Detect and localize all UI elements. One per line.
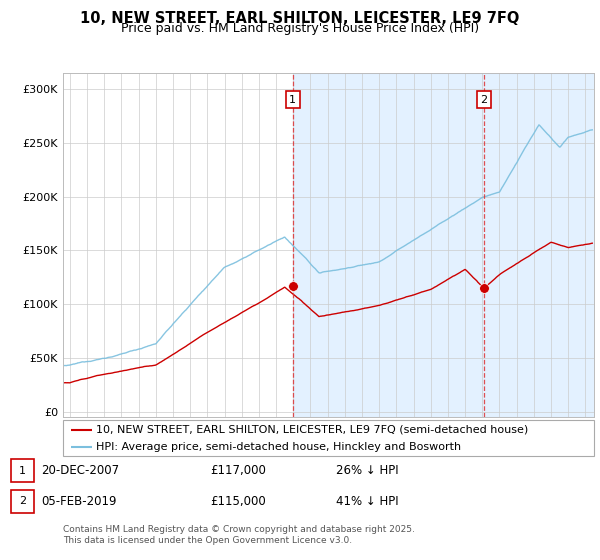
- Text: Contains HM Land Registry data © Crown copyright and database right 2025.
This d: Contains HM Land Registry data © Crown c…: [63, 525, 415, 545]
- Text: 10, NEW STREET, EARL SHILTON, LEICESTER, LE9 7FQ (semi-detached house): 10, NEW STREET, EARL SHILTON, LEICESTER,…: [97, 425, 529, 435]
- Text: 1: 1: [289, 95, 296, 105]
- Text: 20-DEC-2007: 20-DEC-2007: [41, 464, 119, 477]
- Text: 05-FEB-2019: 05-FEB-2019: [41, 495, 116, 508]
- Bar: [11, 490, 34, 513]
- Bar: [11, 459, 34, 482]
- Text: 10, NEW STREET, EARL SHILTON, LEICESTER, LE9 7FQ: 10, NEW STREET, EARL SHILTON, LEICESTER,…: [80, 11, 520, 26]
- Text: £115,000: £115,000: [210, 495, 266, 508]
- Text: Price paid vs. HM Land Registry's House Price Index (HPI): Price paid vs. HM Land Registry's House …: [121, 22, 479, 35]
- Text: HPI: Average price, semi-detached house, Hinckley and Bosworth: HPI: Average price, semi-detached house,…: [97, 442, 461, 451]
- Text: 26% ↓ HPI: 26% ↓ HPI: [336, 464, 398, 477]
- Bar: [293, 73, 600, 417]
- Text: 41% ↓ HPI: 41% ↓ HPI: [336, 495, 398, 508]
- Text: 2: 2: [480, 95, 487, 105]
- Text: 2: 2: [19, 497, 26, 506]
- Text: £117,000: £117,000: [210, 464, 266, 477]
- Text: 1: 1: [19, 465, 26, 475]
